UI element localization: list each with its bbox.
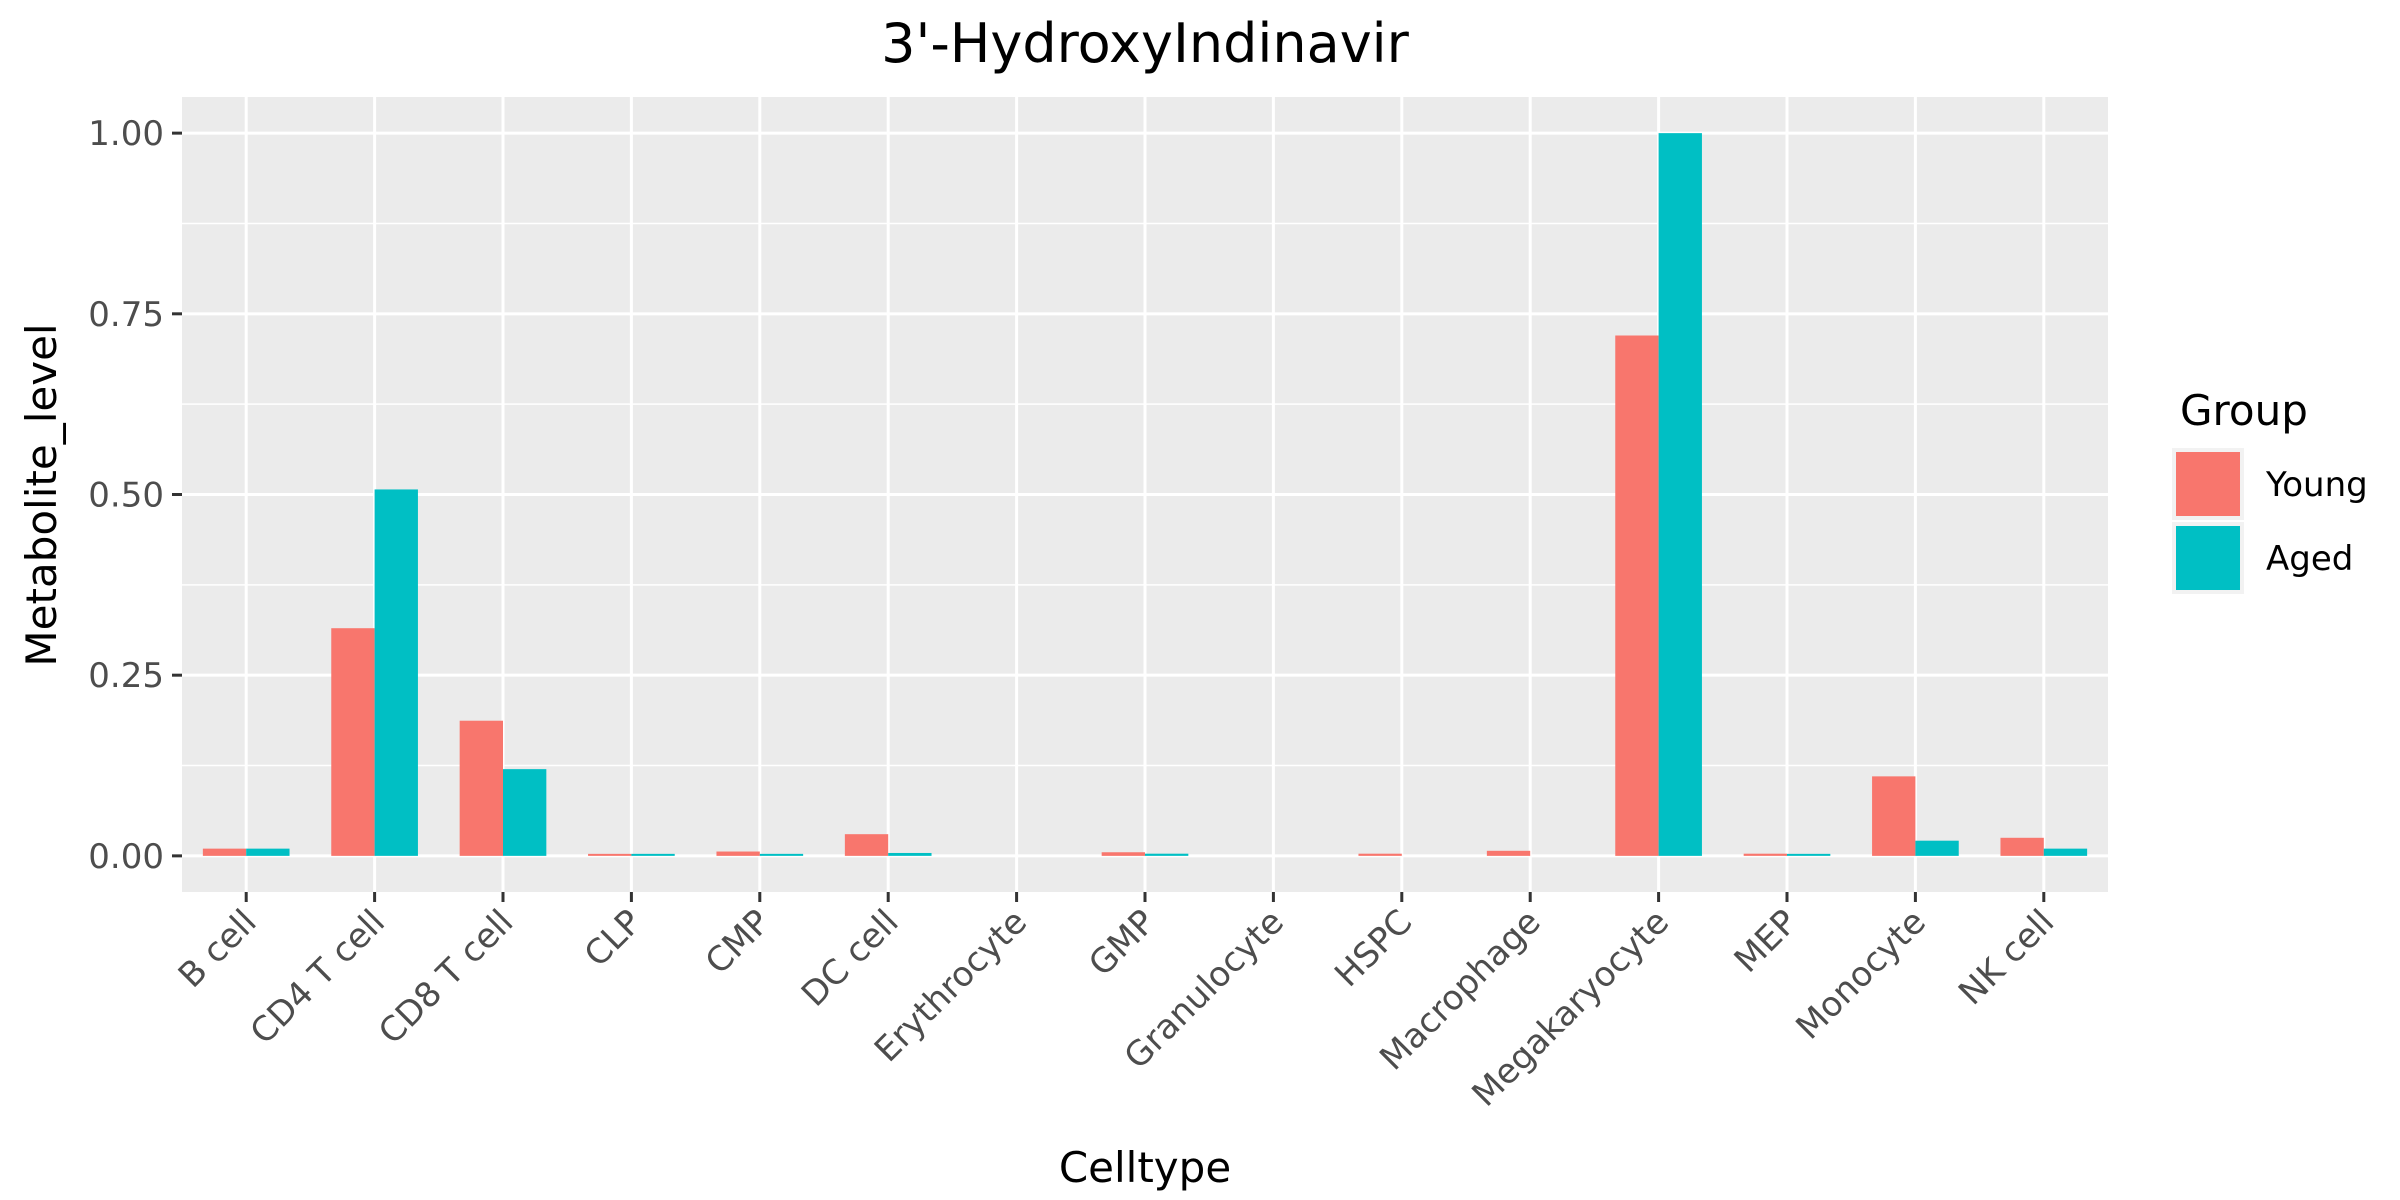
bar-young-megakaryocyte bbox=[1615, 335, 1659, 856]
bar-young-gmp bbox=[1101, 852, 1145, 856]
x-tick-label: NK cell bbox=[1951, 902, 2062, 1013]
bar-aged-cd8-t-cell bbox=[503, 769, 547, 856]
bar-young-macrophage bbox=[1486, 850, 1531, 856]
bar-aged-b-cell bbox=[246, 848, 290, 856]
y-tick-label: 0.00 bbox=[88, 837, 164, 877]
x-tick-label: MEP bbox=[1727, 902, 1806, 981]
y-tick-label: 0.75 bbox=[88, 295, 164, 335]
plot-panel bbox=[182, 97, 2108, 892]
bar-young-monocyte bbox=[1872, 776, 1916, 856]
legend-title: Group bbox=[2180, 386, 2308, 435]
x-tick-label: Monocyte bbox=[1788, 902, 1933, 1047]
x-tick-label: CMP bbox=[698, 902, 778, 982]
x-tick-label: CLP bbox=[577, 902, 650, 975]
x-tick-label: DC cell bbox=[794, 902, 907, 1015]
bar-aged-megakaryocyte bbox=[1658, 133, 1702, 856]
bar-aged-cd4-t-cell bbox=[374, 489, 418, 856]
x-tick-label: B cell bbox=[171, 902, 265, 996]
bar-aged-monocyte bbox=[1915, 840, 1959, 856]
bar-young-cd4-t-cell bbox=[331, 628, 375, 856]
x-axis-title: Celltype bbox=[1059, 1143, 1231, 1192]
bar-aged-mep bbox=[1787, 853, 1831, 856]
bar-aged-nk-cell bbox=[2043, 848, 2088, 856]
y-axis-title: Metabolite_level bbox=[17, 323, 66, 666]
bar-young-cmp bbox=[716, 851, 760, 856]
x-tick-label: CD8 T cell bbox=[371, 902, 521, 1052]
legend-swatch-aged bbox=[2176, 526, 2240, 590]
bar-aged-cmp bbox=[759, 853, 804, 856]
bar-young-clp bbox=[588, 853, 632, 856]
bar-young-b-cell bbox=[202, 848, 247, 856]
legend: Group Young Aged bbox=[2172, 386, 2368, 594]
legend-swatch-young bbox=[2176, 452, 2240, 516]
x-tick-label: HSPC bbox=[1327, 902, 1420, 995]
bar-young-nk-cell bbox=[2000, 837, 2044, 856]
x-tick-label: GMP bbox=[1081, 902, 1163, 984]
y-tick-label: 0.25 bbox=[88, 656, 164, 696]
bar-aged-clp bbox=[631, 853, 675, 856]
bar-young-dc-cell bbox=[844, 834, 889, 856]
y-tick-label: 1.00 bbox=[88, 114, 164, 154]
bar-aged-gmp bbox=[1145, 853, 1189, 856]
bar-aged-dc-cell bbox=[888, 852, 932, 856]
y-tick-label: 0.50 bbox=[88, 476, 164, 516]
chart-title: 3'-HydroxyIndinavir bbox=[881, 12, 1410, 75]
legend-label-aged: Aged bbox=[2266, 539, 2353, 579]
legend-label-young: Young bbox=[2265, 465, 2368, 505]
y-axis: 0.00 0.25 0.50 0.75 1.00 bbox=[88, 114, 182, 877]
bar-young-hspc bbox=[1358, 853, 1402, 856]
bar-young-cd8-t-cell bbox=[459, 720, 503, 856]
x-tick-label: CD4 T cell bbox=[243, 902, 393, 1052]
bar-young-mep bbox=[1743, 853, 1787, 856]
